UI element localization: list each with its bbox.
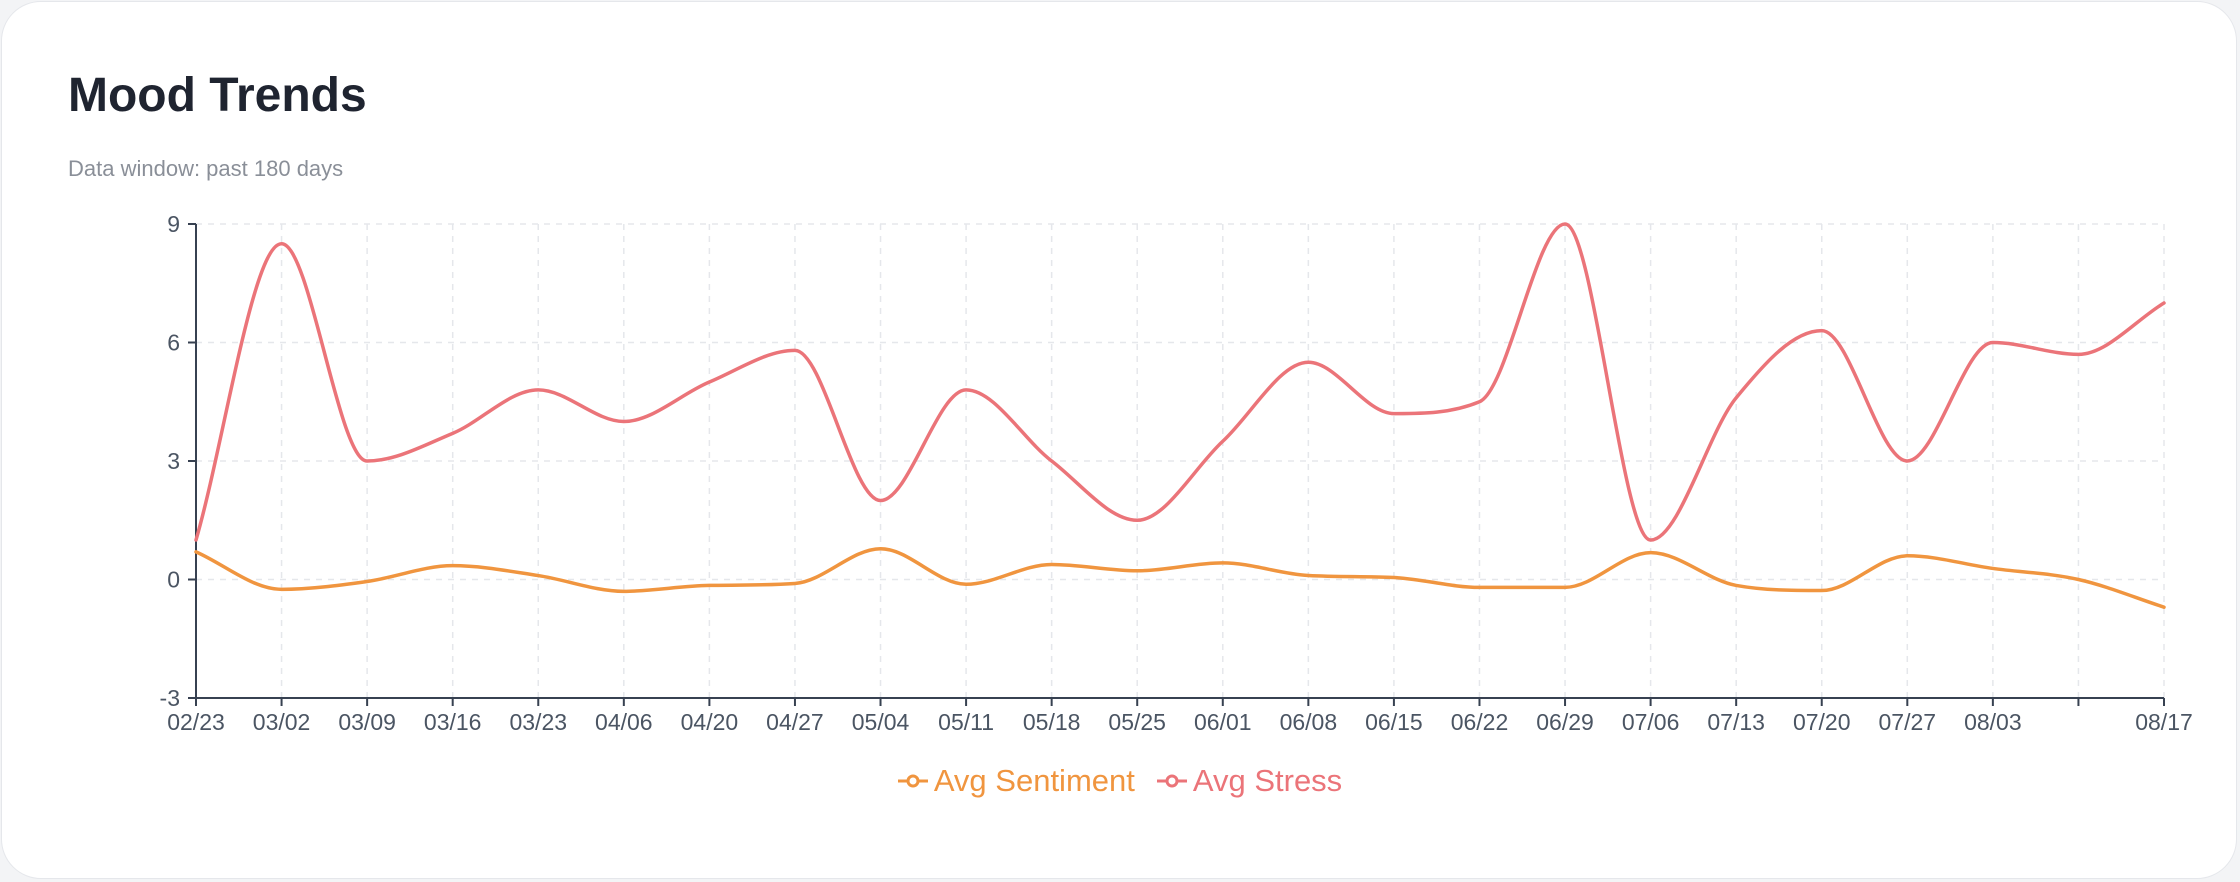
x-tick-label: 07/06	[1622, 709, 1680, 735]
y-tick-label: 0	[167, 567, 180, 593]
line-marker-icon	[897, 774, 928, 788]
chart-series	[194, 222, 2166, 609]
series-line-avg-stress	[194, 222, 2166, 542]
y-tick-label: 9	[167, 211, 180, 237]
x-tick-label: 06/22	[1451, 709, 1509, 735]
chart-legend: Avg Sentiment Avg Stress	[0, 763, 2240, 799]
series-line-avg-sentiment	[194, 546, 2166, 609]
legend-item-avg-sentiment[interactable]: Avg Sentiment	[897, 763, 1135, 799]
y-tick-label: -3	[160, 685, 180, 711]
x-tick-label: 04/06	[595, 709, 653, 735]
x-tick-label: 05/11	[938, 709, 994, 735]
x-tick-label: 06/08	[1280, 709, 1338, 735]
x-tick-label: 07/13	[1707, 709, 1765, 735]
chart-grid	[196, 223, 2165, 698]
x-tick-label: 03/23	[509, 709, 567, 735]
page-title: Mood Trends	[68, 69, 367, 122]
chart-axes	[188, 223, 2165, 706]
x-tick-label: 04/20	[681, 709, 739, 735]
data-window-subtitle: Data window: past 180 days	[68, 156, 344, 181]
x-tick-label: 06/29	[1536, 709, 1594, 735]
x-tick-label: 07/27	[1879, 709, 1937, 735]
line-marker-icon	[1156, 774, 1187, 788]
x-tick-label: 05/18	[1023, 709, 1081, 735]
chart-tick-labels: -3 0 3 6 9 02/23 03/02 03/09 03/16 03/23 04/06 04/2…	[160, 211, 2193, 735]
legend-item-avg-stress[interactable]: Avg Stress	[1156, 763, 1343, 799]
legend-label: Avg Stress	[1192, 763, 1343, 798]
x-tick-label: 06/01	[1194, 709, 1252, 735]
x-tick-label: 04/27	[766, 709, 824, 735]
y-tick-label: 6	[167, 330, 180, 356]
x-tick-label: 03/09	[338, 709, 396, 735]
x-tick-label: 05/25	[1108, 709, 1166, 735]
x-tick-label: 03/02	[253, 709, 311, 735]
x-tick-label: 03/16	[424, 709, 482, 735]
x-tick-label: 05/04	[852, 709, 910, 735]
y-tick-label: 3	[167, 448, 180, 474]
x-tick-label: 02/23	[167, 709, 225, 735]
x-tick-label: 06/15	[1365, 709, 1423, 735]
x-tick-label: 07/20	[1793, 709, 1851, 735]
legend-label: Avg Sentiment	[933, 763, 1135, 798]
x-tick-label: 08/03	[1964, 709, 2022, 735]
x-tick-label: 08/17	[2135, 709, 2193, 735]
